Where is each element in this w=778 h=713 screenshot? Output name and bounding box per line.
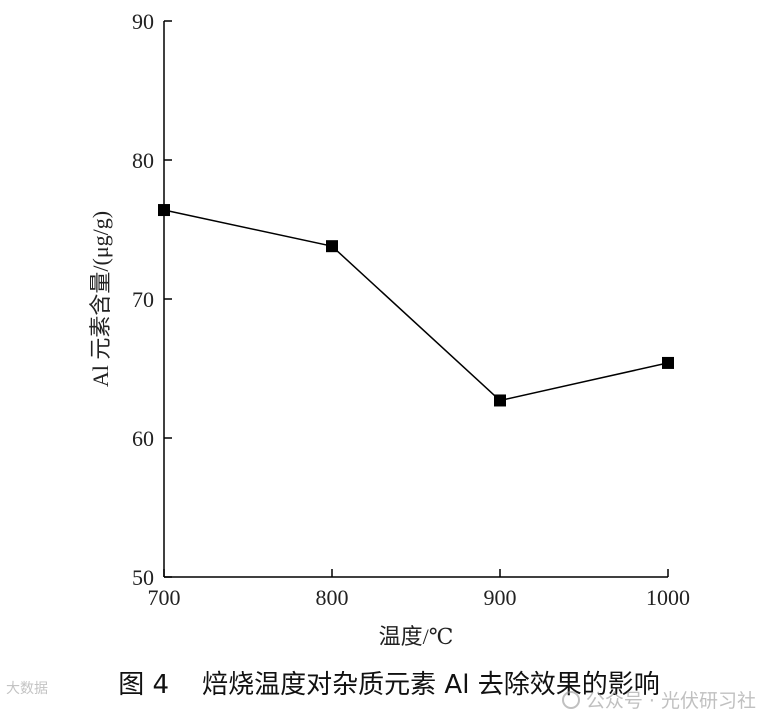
data-point-marker xyxy=(326,240,338,253)
chart-series xyxy=(158,204,674,407)
y-axis-title: Al 元素含量/(μg/g) xyxy=(88,211,113,387)
y-tick-label: 50 xyxy=(132,565,154,590)
x-tick-label: 700 xyxy=(148,585,181,610)
y-tick-label: 70 xyxy=(132,287,154,312)
watermark: 公众号 · 光伏研习社 xyxy=(550,664,756,713)
data-point-marker xyxy=(662,356,674,369)
y-tick-label: 90 xyxy=(132,9,154,34)
y-axis-ticks: 50 60 70 80 90 xyxy=(132,9,172,590)
y-tick-label: 60 xyxy=(132,426,154,451)
data-point-marker xyxy=(494,394,506,407)
chart-axes xyxy=(163,21,668,578)
chart: 50 60 70 80 90 700 800 900 1000 温度/℃ Al 元素含量/(μ… xyxy=(88,9,690,649)
series-line xyxy=(163,209,669,402)
wechat-icon xyxy=(561,690,580,709)
data-point-marker xyxy=(158,204,170,217)
x-axis-title: 温度/℃ xyxy=(379,624,454,649)
watermark-left: 大数据 xyxy=(6,681,48,697)
y-tick-label: 80 xyxy=(132,148,154,173)
watermark-text: 公众号 · 光伏研习社 xyxy=(585,690,756,712)
figure-caption: 图 4 焙烧温度对杂质元素 Al 去除效果的影响 xyxy=(118,670,660,700)
x-axis-ticks: 700 800 900 1000 xyxy=(148,569,690,610)
x-tick-label: 800 xyxy=(316,585,349,610)
x-tick-label: 900 xyxy=(484,585,517,610)
x-tick-label: 1000 xyxy=(646,585,690,610)
